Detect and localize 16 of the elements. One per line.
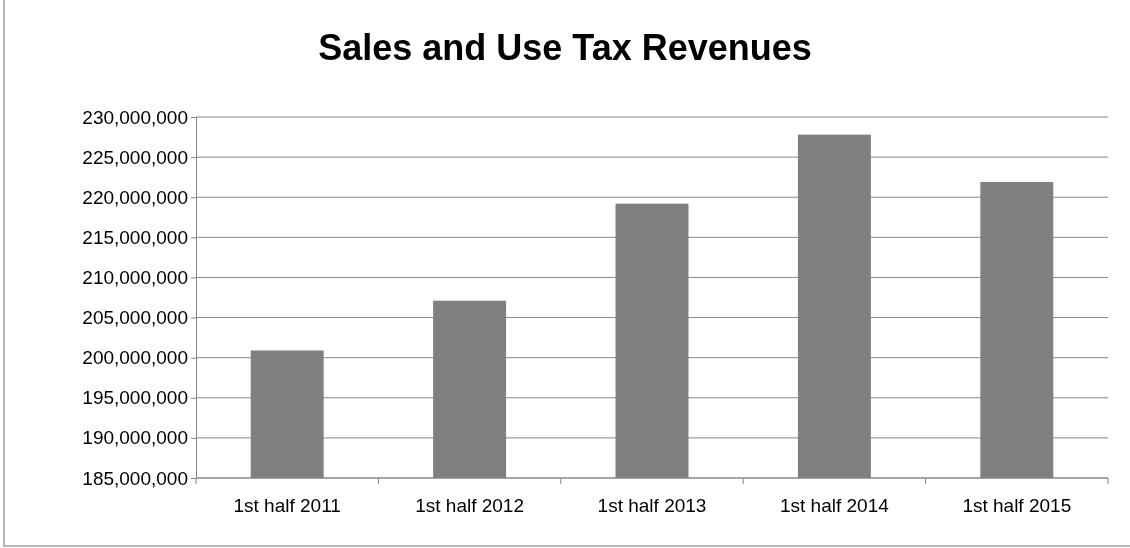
y-tick-label: 185,000,000 (82, 467, 188, 489)
x-tick-label: 1st half 2014 (779, 495, 890, 516)
y-tick-label: 190,000,000 (82, 427, 188, 449)
y-tick-label: 220,000,000 (82, 186, 188, 208)
x-tick-label: 1st half 2013 (597, 495, 707, 516)
x-tick-label: 1st half 2011 (233, 495, 341, 516)
y-tick-label: 195,000,000 (82, 387, 188, 409)
x-tick-label: 1st half 2012 (415, 495, 525, 516)
x-tick-label: 1st half 2015 (962, 495, 1072, 516)
y-tick-label: 215,000,000 (82, 226, 188, 248)
y-tick-label: 230,000,000 (82, 106, 188, 128)
y-tick-label: 225,000,000 (82, 146, 188, 168)
y-tick-label: 205,000,000 (82, 307, 188, 329)
chart-title: Sales and Use Tax Revenues (318, 27, 812, 68)
y-tick-label: 210,000,000 (82, 267, 188, 289)
y-tick-label: 200,000,000 (82, 347, 188, 369)
